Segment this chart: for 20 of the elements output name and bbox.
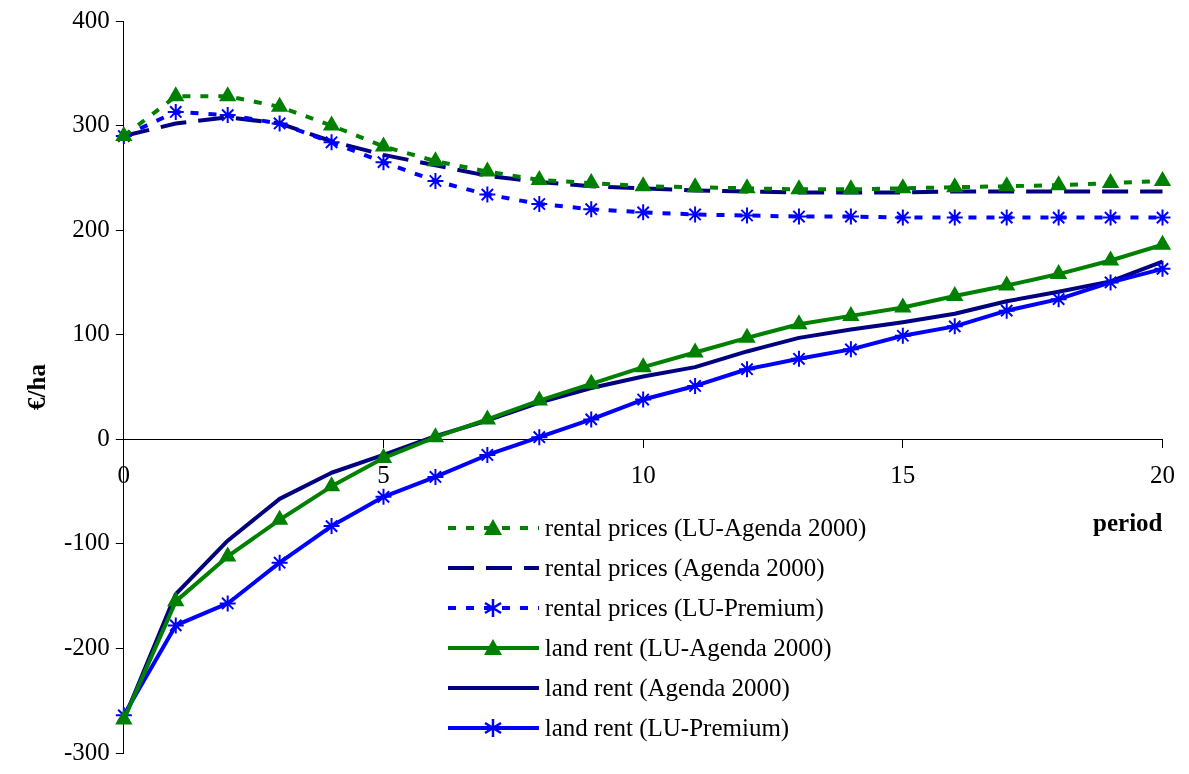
- x-tick-label: 20: [1150, 460, 1175, 488]
- legend-label: rental prices (LU-Agenda 2000): [544, 513, 867, 544]
- x-axis-title: period: [1093, 508, 1163, 536]
- y-tick-label: 100: [72, 319, 110, 347]
- y-tick-label: 0: [97, 423, 110, 451]
- x-tick-label: 10: [630, 460, 656, 488]
- y-tick-label: 400: [72, 5, 110, 33]
- y-tick-label: -100: [64, 528, 110, 556]
- y-tick-label: 300: [72, 110, 110, 138]
- legend-label: rental prices (Agenda 2000): [544, 553, 825, 584]
- y-axis-title: €/ha: [23, 363, 51, 410]
- legend-label: land rent (Agenda 2000): [544, 673, 790, 704]
- x-tick-label: 15: [890, 460, 916, 488]
- y-tick-label: -200: [64, 632, 110, 660]
- y-tick-label: -300: [64, 737, 110, 765]
- legend-label: rental prices (LU-Premium): [544, 593, 824, 624]
- legend-label: land rent (LU-Premium): [544, 713, 790, 744]
- y-tick-label: 200: [72, 214, 110, 242]
- legend-label: land rent (LU-Agenda 2000): [544, 633, 832, 664]
- x-tick-label: 5: [377, 460, 390, 488]
